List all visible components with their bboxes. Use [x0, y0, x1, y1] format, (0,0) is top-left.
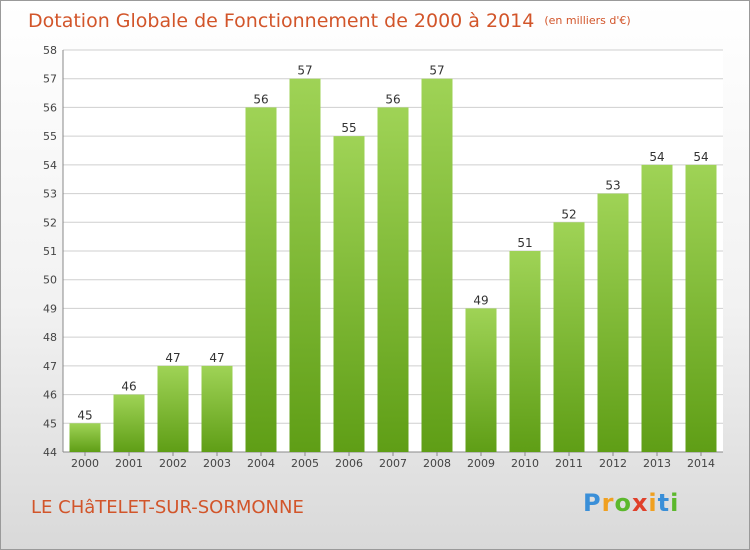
x-tick-label: 2010: [511, 457, 539, 470]
y-tick-label: 53: [43, 188, 57, 201]
x-tick-label: 2003: [203, 457, 231, 470]
x-tick-label: 2009: [467, 457, 495, 470]
y-tick-label: 51: [43, 245, 57, 258]
logo-letter: o: [614, 489, 632, 517]
x-tick-label: 2006: [335, 457, 363, 470]
y-tick-label: 48: [43, 331, 57, 344]
x-tick-label: 2012: [599, 457, 627, 470]
y-tick-label: 50: [43, 274, 57, 287]
x-tick-label: 2013: [643, 457, 671, 470]
y-tick-label: 52: [43, 216, 57, 229]
bar: [333, 136, 365, 452]
bar: [553, 222, 585, 452]
x-tick-label: 2001: [115, 457, 143, 470]
logo-letter: t: [657, 489, 671, 517]
data-label: 49: [473, 293, 488, 307]
bar: [641, 164, 673, 452]
x-tick-label: 2004: [247, 457, 275, 470]
bar: [421, 78, 453, 452]
x-tick-label: 2000: [71, 457, 99, 470]
bar: [157, 365, 189, 452]
logo-letter: r: [601, 489, 615, 517]
y-tick-label: 46: [43, 389, 57, 402]
proxiti-logo: Proxiti: [583, 489, 679, 517]
bar: [289, 78, 321, 452]
bar: [245, 107, 277, 452]
y-tick-label: 55: [43, 130, 57, 143]
data-label: 52: [561, 207, 576, 221]
data-label: 56: [385, 92, 400, 106]
y-tick-label: 54: [43, 159, 57, 172]
y-tick-label: 44: [43, 446, 57, 459]
logo-letter: i: [670, 489, 680, 517]
bar: [69, 423, 101, 452]
x-tick-label: 2011: [555, 457, 583, 470]
bar: [597, 193, 629, 453]
y-tick-label: 45: [43, 417, 57, 430]
data-label: 46: [121, 380, 136, 394]
bar: [201, 365, 233, 452]
y-tick-label: 57: [43, 73, 57, 86]
x-tick-label: 2014: [687, 457, 715, 470]
chart-unit: (en milliers d'€): [544, 14, 631, 27]
data-label: 56: [253, 92, 268, 106]
data-label: 54: [693, 150, 708, 164]
logo-letter: i: [648, 489, 658, 517]
y-tick-label: 49: [43, 302, 57, 315]
data-label: 53: [605, 179, 620, 193]
data-label: 55: [341, 121, 356, 135]
x-tick-label: 2008: [423, 457, 451, 470]
data-label: 51: [517, 236, 532, 250]
data-label: 54: [649, 150, 664, 164]
bar: [113, 394, 145, 452]
bar: [685, 164, 717, 452]
data-label: 47: [209, 351, 224, 365]
bar: [465, 308, 497, 452]
x-tick-label: 2007: [379, 457, 407, 470]
logo-letter: x: [631, 489, 649, 517]
logo-letter: P: [583, 489, 602, 517]
town-name: LE CHâTELET-SUR-SORMONNE: [31, 497, 304, 518]
chart-title-text: Dotation Globale de Fonctionnement de 20…: [28, 10, 535, 32]
y-tick-label: 58: [43, 44, 57, 57]
y-tick-label: 56: [43, 101, 57, 114]
bar: [509, 251, 541, 452]
data-label: 57: [297, 64, 312, 78]
data-label: 57: [429, 64, 444, 78]
data-label: 45: [77, 408, 92, 422]
bar: [377, 107, 409, 452]
x-tick-label: 2002: [159, 457, 187, 470]
x-tick-label: 2005: [291, 457, 319, 470]
chart-title: Dotation Globale de Fonctionnement de 20…: [28, 10, 631, 32]
data-label: 47: [165, 351, 180, 365]
y-tick-label: 47: [43, 360, 57, 373]
